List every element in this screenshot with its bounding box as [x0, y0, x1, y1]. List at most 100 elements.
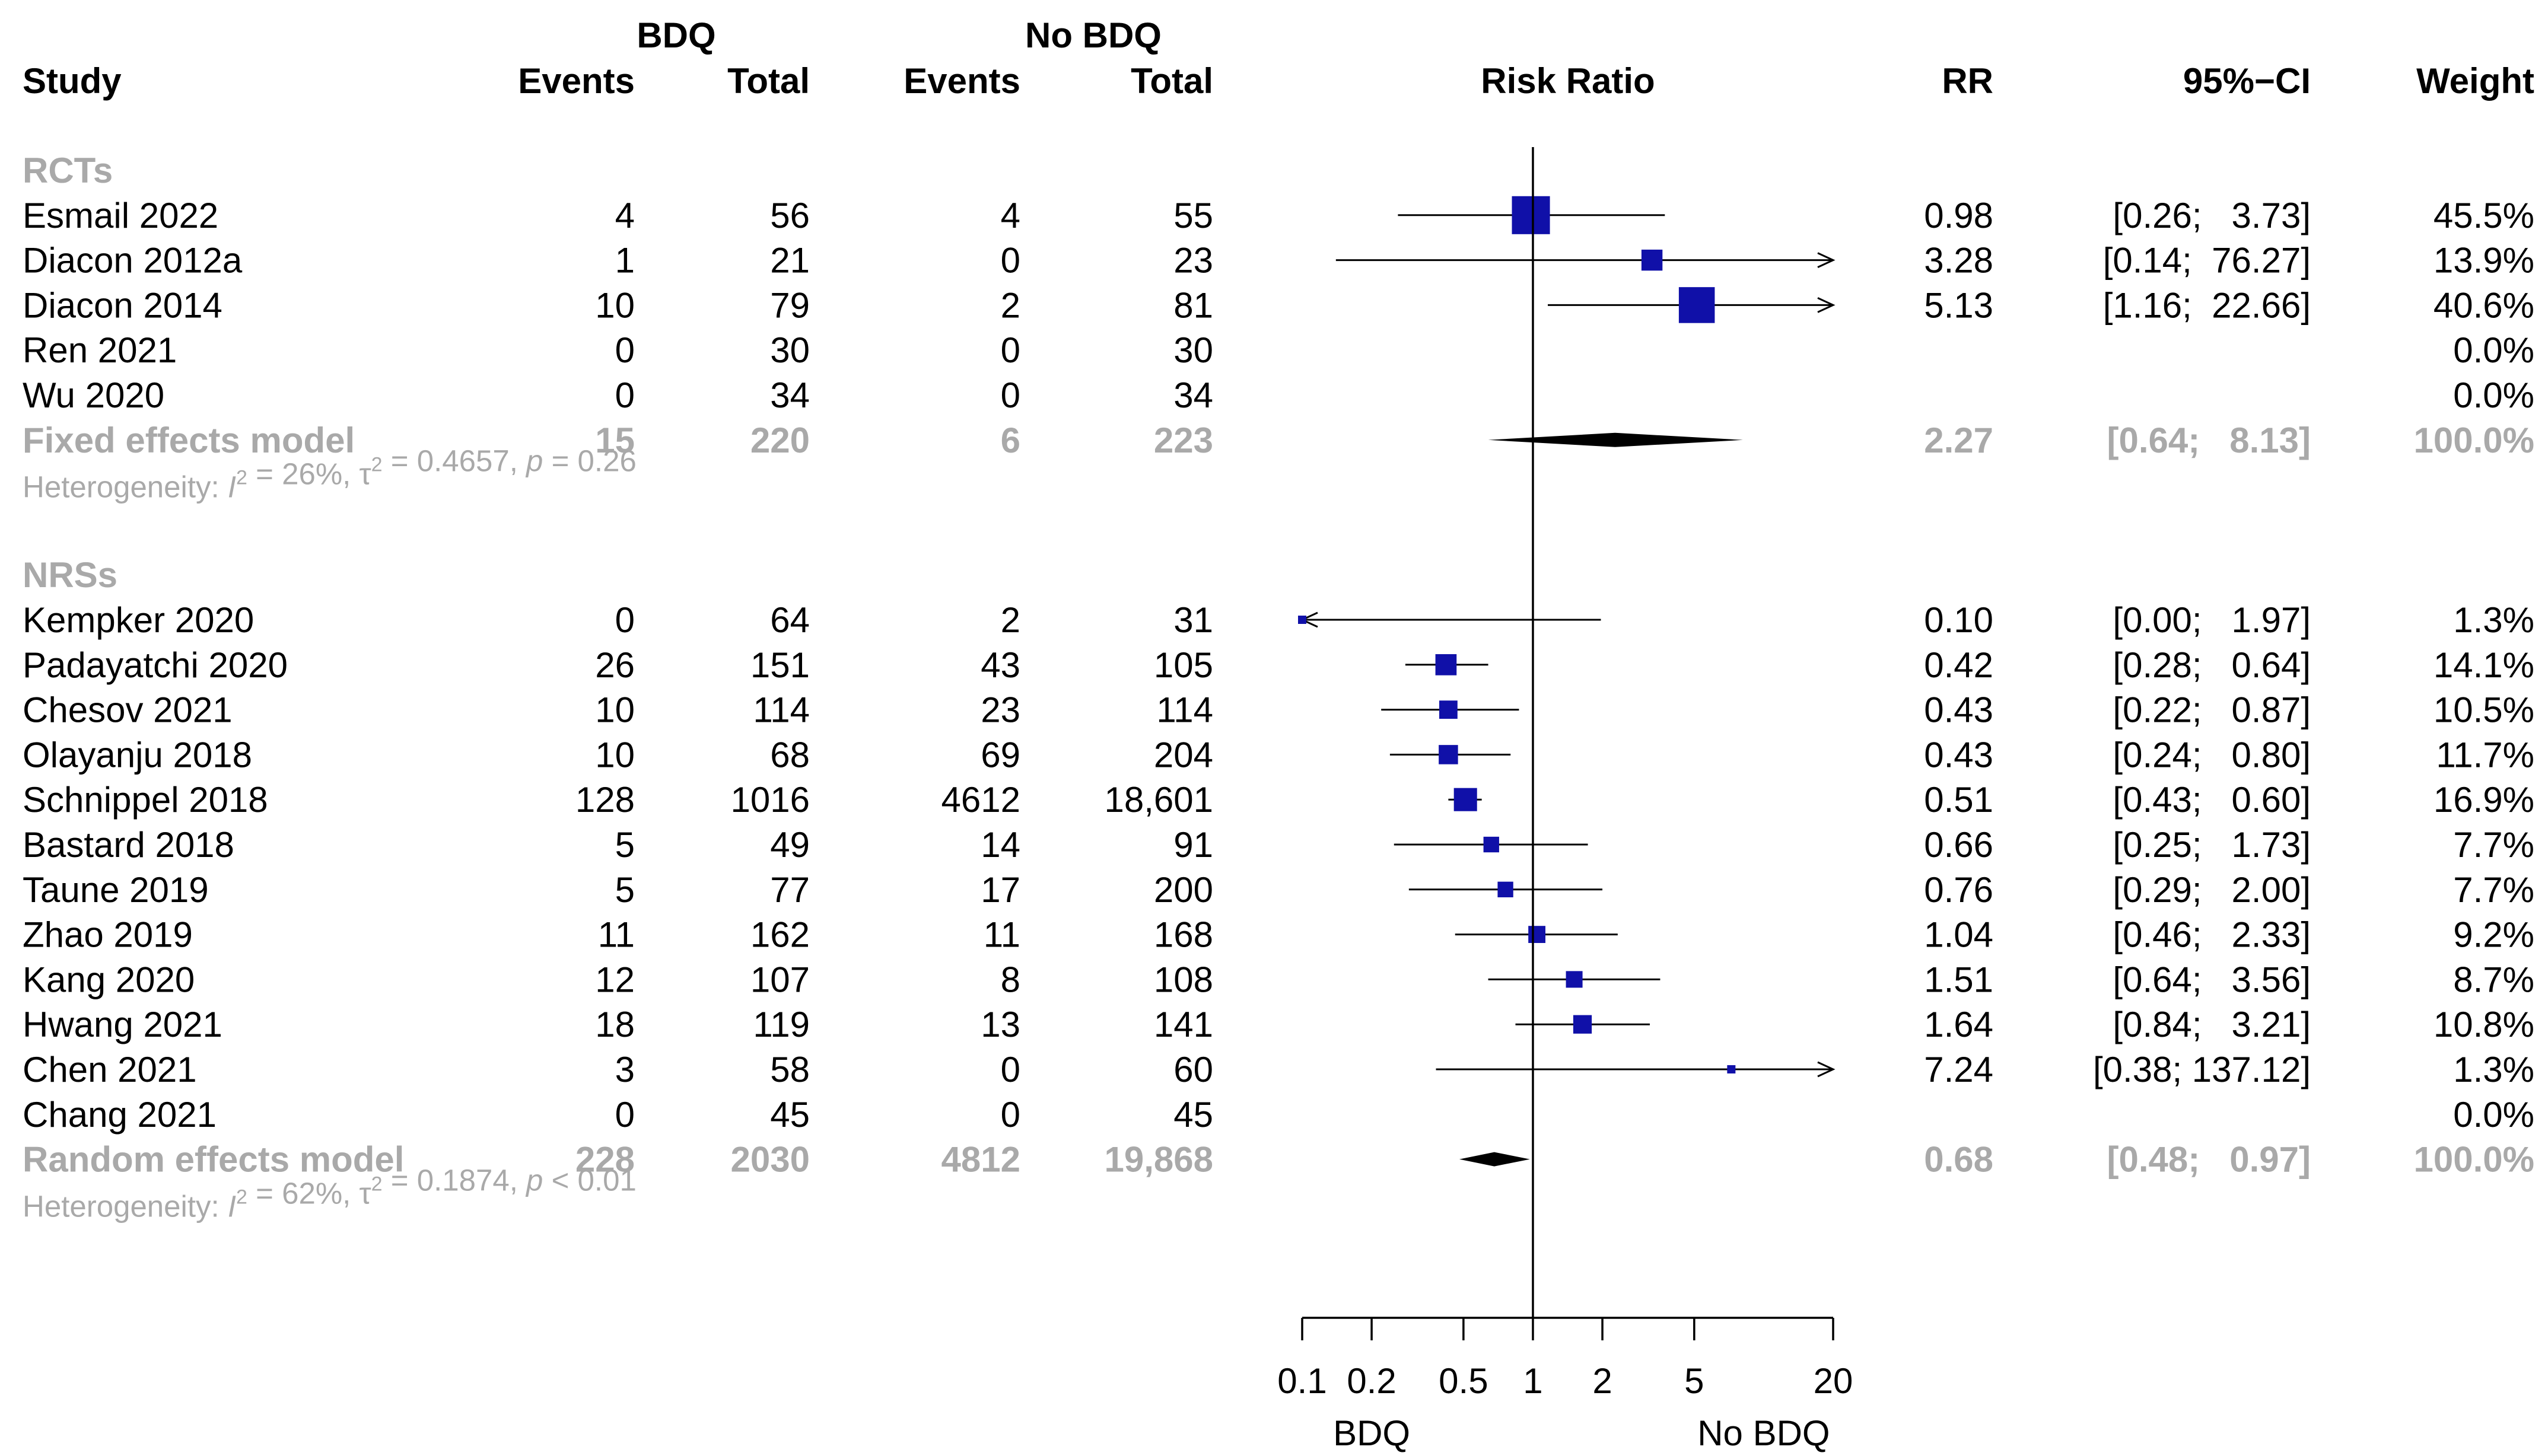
rr-value: 0.51 — [1924, 780, 1993, 820]
pooled-label: Random effects model — [23, 1140, 404, 1180]
study-name: Zhao 2019 — [23, 915, 193, 955]
events-no-bdq: 43 — [981, 645, 1020, 685]
events-bdq: 10 — [595, 285, 635, 325]
events-no-bdq: 11 — [984, 915, 1020, 955]
total-no-bdq: 81 — [1173, 285, 1213, 325]
events-no-bdq: 69 — [981, 735, 1020, 775]
pooled-total-bdq: 220 — [750, 420, 810, 460]
total-bdq: 162 — [750, 915, 810, 955]
events-no-bdq: 0 — [1001, 1095, 1020, 1135]
ci-value: [0.28; 0.64] — [2113, 645, 2311, 685]
ci-value: [0.43; 0.60] — [2113, 780, 2311, 820]
pooled-total-no-bdq: 19,868 — [1104, 1140, 1213, 1180]
study-name: Esmail 2022 — [23, 196, 218, 235]
pooled-ci-value: [0.64; 8.13] — [2107, 420, 2311, 460]
ci-value: [0.46; 2.33] — [2113, 915, 2311, 955]
ci-value: [0.26; 3.73] — [2113, 196, 2311, 235]
header-total-no-bdq: Total — [1131, 61, 1213, 101]
study-name: Hwang 2021 — [23, 1005, 222, 1044]
weight-value: 13.9% — [2434, 241, 2534, 281]
subgroup-label: NRSs — [23, 555, 117, 595]
events-no-bdq: 8 — [1001, 960, 1020, 999]
total-bdq: 56 — [770, 196, 810, 235]
superscript-two: 2 — [236, 1186, 247, 1208]
header-study: Study — [23, 61, 122, 101]
heterogeneity-part: Heterogeneity: — [23, 470, 228, 504]
superscript-two: 2 — [371, 1173, 383, 1195]
superscript-two: 2 — [371, 454, 383, 476]
x-tick-label: 2 — [1592, 1361, 1612, 1401]
ci-arrow-right — [1817, 252, 1836, 268]
ci-value: [0.14; 76.27] — [2103, 241, 2311, 281]
total-bdq: 151 — [750, 645, 810, 685]
ci-value: [0.64; 3.56] — [2113, 960, 2311, 999]
header-events-no-bdq: Events — [904, 61, 1020, 101]
events-bdq: 5 — [615, 825, 635, 865]
study-name: Kempker 2020 — [23, 600, 254, 640]
total-bdq: 64 — [770, 600, 810, 640]
study-name: Chesov 2021 — [23, 690, 233, 730]
header-group-bdq: BDQ — [637, 15, 715, 55]
total-no-bdq: 23 — [1173, 241, 1213, 281]
events-no-bdq: 23 — [981, 690, 1020, 730]
effect-square — [1528, 926, 1545, 944]
effect-square — [1298, 616, 1306, 624]
total-no-bdq: 105 — [1154, 645, 1213, 685]
weight-value: 0.0% — [2453, 1095, 2534, 1135]
rr-value: 0.98 — [1924, 196, 1993, 235]
total-no-bdq: 141 — [1154, 1005, 1213, 1044]
ci-value: [0.29; 2.00] — [2113, 870, 2311, 910]
x-axis: 0.1 0.2 0.5 1 2 5 20 BDQ No BDQ — [1277, 1317, 1853, 1453]
heterogeneity-part: τ — [360, 457, 371, 491]
rr-value: 1.51 — [1924, 960, 1993, 999]
heterogeneity-text: Heterogeneity: I2 = 26%, τ2 = 0.4657, p … — [23, 444, 637, 504]
heterogeneity-part: p — [525, 1163, 543, 1197]
total-no-bdq: 91 — [1173, 825, 1213, 865]
x-tick-label: 0.5 — [1439, 1361, 1488, 1401]
favours-right-label: No BDQ — [1697, 1413, 1830, 1453]
weight-value: 11.7% — [2436, 735, 2534, 775]
events-bdq: 11 — [598, 915, 635, 955]
effect-square — [1497, 881, 1513, 897]
total-no-bdq: 108 — [1154, 960, 1213, 999]
total-no-bdq: 114 — [1156, 690, 1213, 730]
events-bdq: 12 — [595, 960, 635, 999]
ci-value: [0.22; 0.87] — [2113, 690, 2311, 730]
ci-arrow-right — [1817, 297, 1836, 313]
effect-square — [1483, 836, 1499, 853]
rr-value: 0.43 — [1924, 690, 1993, 730]
events-no-bdq: 0 — [1001, 1050, 1020, 1089]
study-name: Ren 2021 — [23, 330, 177, 370]
study-name: Schnippel 2018 — [23, 780, 268, 820]
pooled-weight-value: 100.0% — [2414, 1140, 2535, 1180]
x-tick-label: 5 — [1684, 1361, 1704, 1401]
total-bdq: 1016 — [731, 780, 810, 820]
total-bdq: 77 — [770, 870, 810, 910]
study-name: Padayatchi 2020 — [23, 645, 288, 685]
header-group-no-bdq: No BDQ — [1025, 15, 1162, 55]
total-bdq: 21 — [770, 241, 810, 281]
header-ci: 95%−CI — [2183, 61, 2311, 101]
pooled-ci-value: [0.48; 0.97] — [2107, 1140, 2311, 1180]
weight-value: 14.1% — [2434, 645, 2534, 685]
total-bdq: 114 — [753, 690, 810, 730]
events-no-bdq: 13 — [981, 1005, 1020, 1044]
weight-value: 45.5% — [2434, 196, 2534, 235]
weight-value: 0.0% — [2453, 330, 2534, 370]
pooled-diamond — [1459, 1152, 1530, 1167]
total-bdq: 49 — [770, 825, 810, 865]
total-no-bdq: 55 — [1173, 196, 1213, 235]
effect-square — [1439, 745, 1458, 764]
total-no-bdq: 31 — [1173, 600, 1213, 640]
pooled-events-bdq: 15 — [595, 420, 635, 460]
events-bdq: 18 — [595, 1005, 635, 1044]
events-bdq: 0 — [615, 330, 635, 370]
pooled-rr-value: 0.68 — [1924, 1140, 1993, 1180]
study-name: Olayanju 2018 — [23, 735, 252, 775]
pooled-events-no-bdq: 6 — [1001, 420, 1020, 460]
study-name: Wu 2020 — [23, 375, 164, 415]
effect-square — [1512, 196, 1550, 234]
total-bdq: 79 — [770, 285, 810, 325]
